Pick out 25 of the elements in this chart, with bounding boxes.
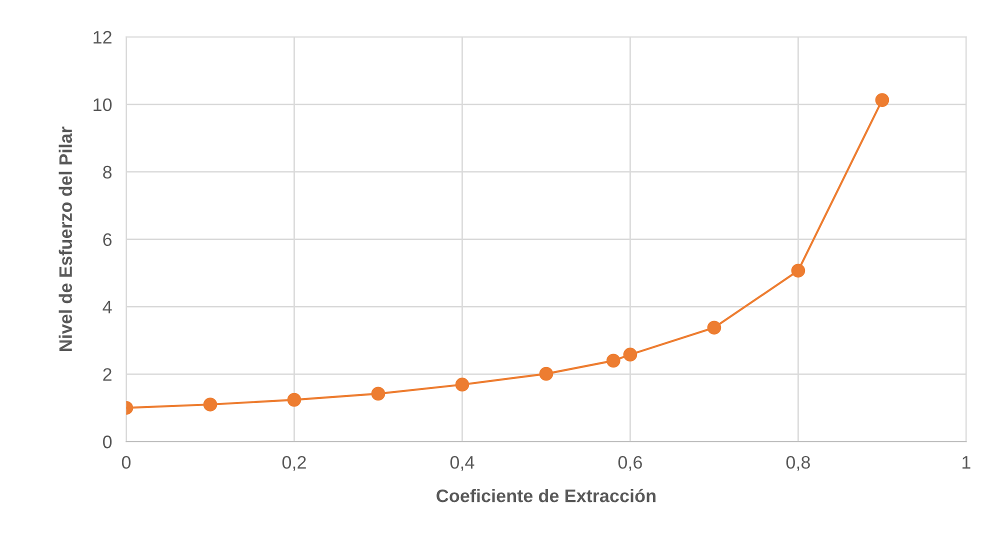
y-tick-label: 8	[103, 166, 112, 179]
point	[791, 264, 806, 278]
point	[455, 378, 470, 392]
y-tick-label: 0	[103, 436, 112, 448]
y-tick-label: 4	[102, 300, 112, 314]
point	[203, 398, 218, 412]
point	[606, 354, 620, 368]
x-axis-title: Coeficiente de Extracción	[436, 488, 656, 502]
point	[371, 386, 386, 401]
x-tick-label: 0,6	[618, 456, 642, 471]
x-tick-label: 0,4	[450, 456, 474, 471]
y-axis-title: Nivel de Esfuerzo del Pilar	[58, 126, 72, 351]
point	[287, 392, 302, 407]
point	[623, 348, 638, 362]
y-tick-label: 2	[103, 368, 112, 381]
y-tick-label: 12	[94, 30, 112, 44]
y-tick-label: 6	[103, 233, 112, 246]
x-tick-label: 0	[122, 456, 131, 469]
point	[875, 93, 890, 107]
x-tick-label: 1	[962, 456, 970, 469]
y-tick-label: 10	[94, 98, 112, 112]
x-tick-label: 0,8	[786, 456, 810, 471]
x-tick-label: 0,2	[282, 456, 306, 471]
point	[707, 320, 722, 335]
point	[539, 366, 554, 381]
